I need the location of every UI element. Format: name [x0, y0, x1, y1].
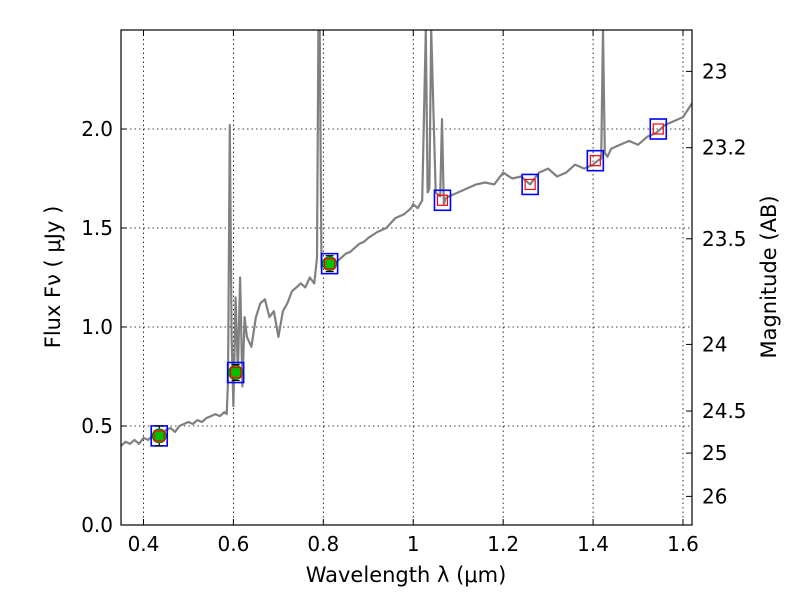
- detection-point: [151, 428, 167, 444]
- y2-tick-label: 23: [702, 59, 727, 83]
- x-tick-label: 0.6: [217, 532, 249, 556]
- y2-tick-label: 23.2: [702, 136, 747, 160]
- plot-frame: [120, 29, 693, 526]
- spectrum-line: [121, 30, 692, 447]
- x-tick-label: 1: [407, 532, 420, 556]
- x-tick-label: 0.4: [128, 532, 160, 556]
- y2-tick-label: 26: [702, 484, 727, 508]
- x-tick-label: 1.2: [487, 532, 519, 556]
- photometry-layer: [150, 118, 668, 447]
- axis-ticks: 0.4 0.6 0.8 1 1.2 1.4 1.6 0.0 0.5 1.0 1.5 2.0 23 23.2…: [81, 30, 747, 556]
- model-point: [324, 258, 336, 270]
- model-point: [153, 430, 165, 442]
- model-box: [521, 173, 539, 196]
- model-box: [586, 149, 605, 172]
- y2-tick-label: 23.5: [702, 227, 747, 251]
- model-box: [320, 252, 339, 275]
- model-box: [226, 361, 245, 384]
- y2-tick-label: 24.5: [702, 399, 747, 423]
- y-tick-label: 2.0: [81, 117, 113, 141]
- y2-tick-label: 24: [702, 332, 727, 356]
- x-tick-label: 0.8: [307, 532, 339, 556]
- model-point: [524, 178, 536, 191]
- model-point: [652, 123, 664, 135]
- y-tick-label: 0.5: [81, 414, 113, 438]
- grid-lines: [121, 30, 692, 526]
- model-box: [649, 118, 668, 140]
- model-point: [589, 155, 601, 167]
- x-tick-label: 1.6: [667, 532, 699, 556]
- spectrum-layer: [121, 30, 692, 447]
- y-axis-label: Flux Fν ( μJy ): [41, 206, 65, 349]
- model-point: [436, 194, 449, 206]
- y-tick-label: 1.5: [81, 216, 113, 240]
- x-axis-label: Wavelength λ (μm): [306, 563, 507, 587]
- x-tick-label: 1.4: [577, 532, 609, 556]
- detection-point: [228, 365, 244, 380]
- model-point: [230, 366, 242, 379]
- y2-tick-label: 25: [702, 441, 727, 465]
- y-tick-label: 1.0: [81, 315, 113, 339]
- model-box: [433, 189, 452, 212]
- detection-point: [322, 256, 338, 272]
- y2-axis-label: Magnitude (AB): [757, 195, 781, 358]
- y-tick-label: 0.0: [81, 513, 113, 537]
